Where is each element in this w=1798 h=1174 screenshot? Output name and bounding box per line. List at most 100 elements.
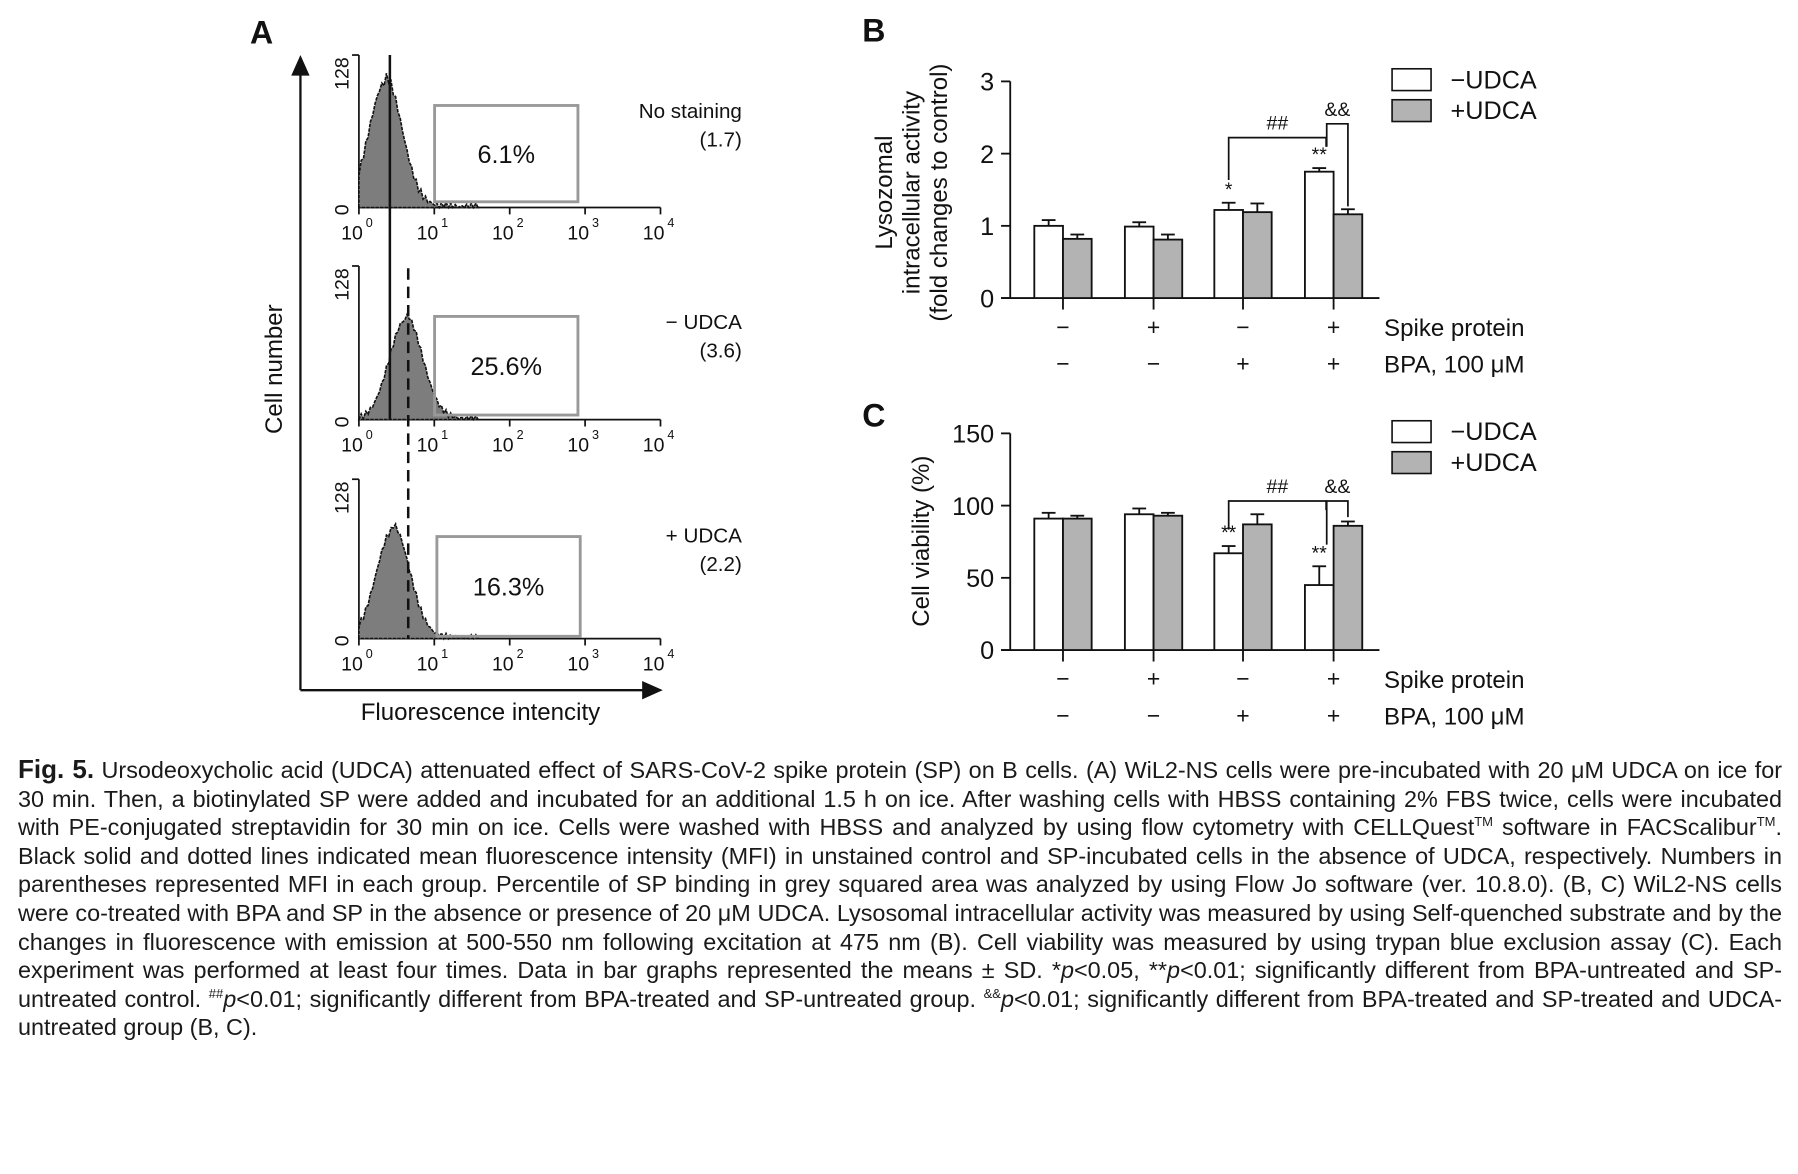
caption-text: <0.01; significantly different from BPA-… [236, 985, 984, 1012]
condition-mark: − [1056, 314, 1069, 340]
legend-label: +UDCA [1451, 97, 1537, 125]
legend-swatch [1391, 98, 1432, 123]
significance-bracket [1325, 122, 1349, 207]
legend-swatch [1391, 419, 1432, 444]
caption-text: software in FACScalibur [1492, 814, 1757, 841]
bar-minus-udca [1033, 517, 1064, 651]
hist-x-tick-exponent: 3 [592, 216, 599, 230]
hist-x-tick-exponent: 1 [441, 428, 448, 442]
condition-mark: + [1327, 666, 1340, 692]
hist-x-tick-exponent: 0 [366, 647, 373, 661]
bar-minus-udca [1033, 224, 1064, 300]
histogram-curve [358, 521, 480, 641]
caption-tm: TM [1474, 814, 1493, 830]
condition-mark: + [1327, 350, 1340, 376]
legend-swatch [1391, 450, 1432, 475]
bracket-label: && [1324, 99, 1350, 121]
a-x-axis-label: Fluorescence intencity [361, 699, 600, 726]
caption-text: . Black solid and dotted lines indicated… [18, 814, 1782, 984]
hist-x-tick-exponent: 1 [441, 216, 448, 230]
condition-mark: − [1056, 666, 1069, 692]
y-axis-label: intracellular activity [899, 91, 926, 294]
condition-mark: − [1236, 314, 1249, 340]
hist-x-tick-label: 10 [567, 654, 589, 676]
hist-x-tick-label: 10 [492, 654, 514, 676]
gate-box [433, 104, 580, 204]
legend-label: −UDCA [1451, 418, 1537, 446]
hist-y-tick-label: 0 [332, 635, 354, 646]
hist-x-tick-label: 10 [492, 435, 514, 457]
caption-text: <0.05, ** [1074, 957, 1168, 984]
hist-x-tick-label: 10 [567, 435, 589, 457]
caption-text: Ursodeoxycholic acid (UDCA) attenuated e… [18, 757, 1782, 841]
significance-mark: * [1225, 179, 1233, 201]
hist-x-tick-exponent: 1 [441, 647, 448, 661]
gate-percent-label: 25.6% [470, 353, 542, 381]
caption-amp-mark: && [983, 985, 1001, 1001]
y-tick-label: 0 [980, 285, 994, 313]
bar-minus-udca [1123, 513, 1155, 651]
bar-minus-udca [1123, 225, 1155, 300]
histogram-curve [357, 312, 480, 422]
bar-plus-udca [1332, 524, 1364, 651]
condition-mark: + [1236, 702, 1249, 728]
condition-mark: − [1236, 666, 1249, 692]
caption-p: p [1167, 957, 1181, 984]
legend-swatch [1391, 67, 1432, 92]
legend-label: +UDCA [1451, 449, 1537, 477]
condition-mark: − [1147, 702, 1160, 728]
condition-mark: + [1147, 666, 1160, 692]
significance-mark: ** [1312, 542, 1328, 564]
panel-a-flow-cytometry: A Cell number Fluorescence intencity 128… [250, 15, 742, 726]
caption-text: <0.01; significantly different from BPA-… [18, 985, 1783, 1041]
a-x-arrowhead-icon [642, 681, 663, 700]
gate-box [433, 314, 580, 417]
significance-mark: ** [1312, 144, 1328, 166]
hist-x-tick-label: 10 [341, 654, 363, 676]
hist-x-tick-label: 10 [417, 223, 439, 245]
hist-y-tick-label: 128 [332, 482, 354, 515]
y-tick-label: 150 [952, 421, 994, 449]
condition-mark: − [1056, 702, 1069, 728]
significance-bracket [1325, 500, 1349, 545]
panel-c-viability-chart: C 0 50 100 150 Cell viability (%) − − + − − + + + Spi… [862, 397, 1537, 730]
condition-row-label: BPA, 100 μM [1384, 704, 1524, 731]
condition-mark: − [1147, 350, 1160, 376]
caption-text: <0.01; significantly different from BPA-… [18, 957, 1783, 1012]
condition-row-label: Spike protein [1384, 315, 1524, 342]
hist-x-tick-exponent: 2 [517, 428, 524, 442]
condition-mark: + [1327, 314, 1340, 340]
hist-x-tick-label: 10 [417, 654, 439, 676]
bar-minus-udca [1304, 584, 1335, 651]
caption-hash-mark: ## [208, 985, 224, 1001]
bar-plus-udca [1152, 514, 1184, 651]
condition-mark: + [1327, 702, 1340, 728]
hist-y-tick-label: 128 [332, 57, 354, 90]
bar-minus-udca [1304, 170, 1335, 300]
hist-y-tick-label: 0 [332, 416, 354, 427]
y-tick-label: 2 [980, 141, 994, 169]
condition-row-label: BPA, 100 μM [1384, 352, 1524, 379]
panel-b-lysosomal-chart: B 0 1 2 3 Lysozomal intracellular activity (fo… [862, 12, 1537, 378]
caption-p: p [223, 985, 237, 1012]
gate-percent-label: 16.3% [473, 574, 545, 602]
histogram-group-label: + UDCA [666, 524, 742, 547]
significance-mark: ** [1221, 522, 1237, 544]
hist-x-tick-label: 10 [417, 435, 439, 457]
hist-x-tick-exponent: 0 [366, 216, 373, 230]
hist-x-tick-label: 10 [341, 223, 363, 245]
y-axis-label: Lysozomal [871, 136, 898, 250]
panel-a-letter: A [250, 15, 273, 51]
histogram-group-label: No staining [639, 100, 742, 123]
hist-x-tick-label: 10 [341, 435, 363, 457]
hist-x-tick-label: 10 [643, 435, 665, 457]
hist-x-tick-exponent: 4 [667, 216, 674, 230]
panel-c-letter: C [862, 397, 885, 433]
bracket-label: ## [1267, 476, 1289, 498]
condition-mark: + [1147, 314, 1160, 340]
hist-x-tick-exponent: 4 [667, 428, 674, 442]
panel-b-letter: B [862, 12, 885, 48]
y-tick-label: 50 [966, 565, 994, 593]
bar-minus-udca [1213, 552, 1244, 651]
legend-label: −UDCA [1451, 66, 1537, 94]
